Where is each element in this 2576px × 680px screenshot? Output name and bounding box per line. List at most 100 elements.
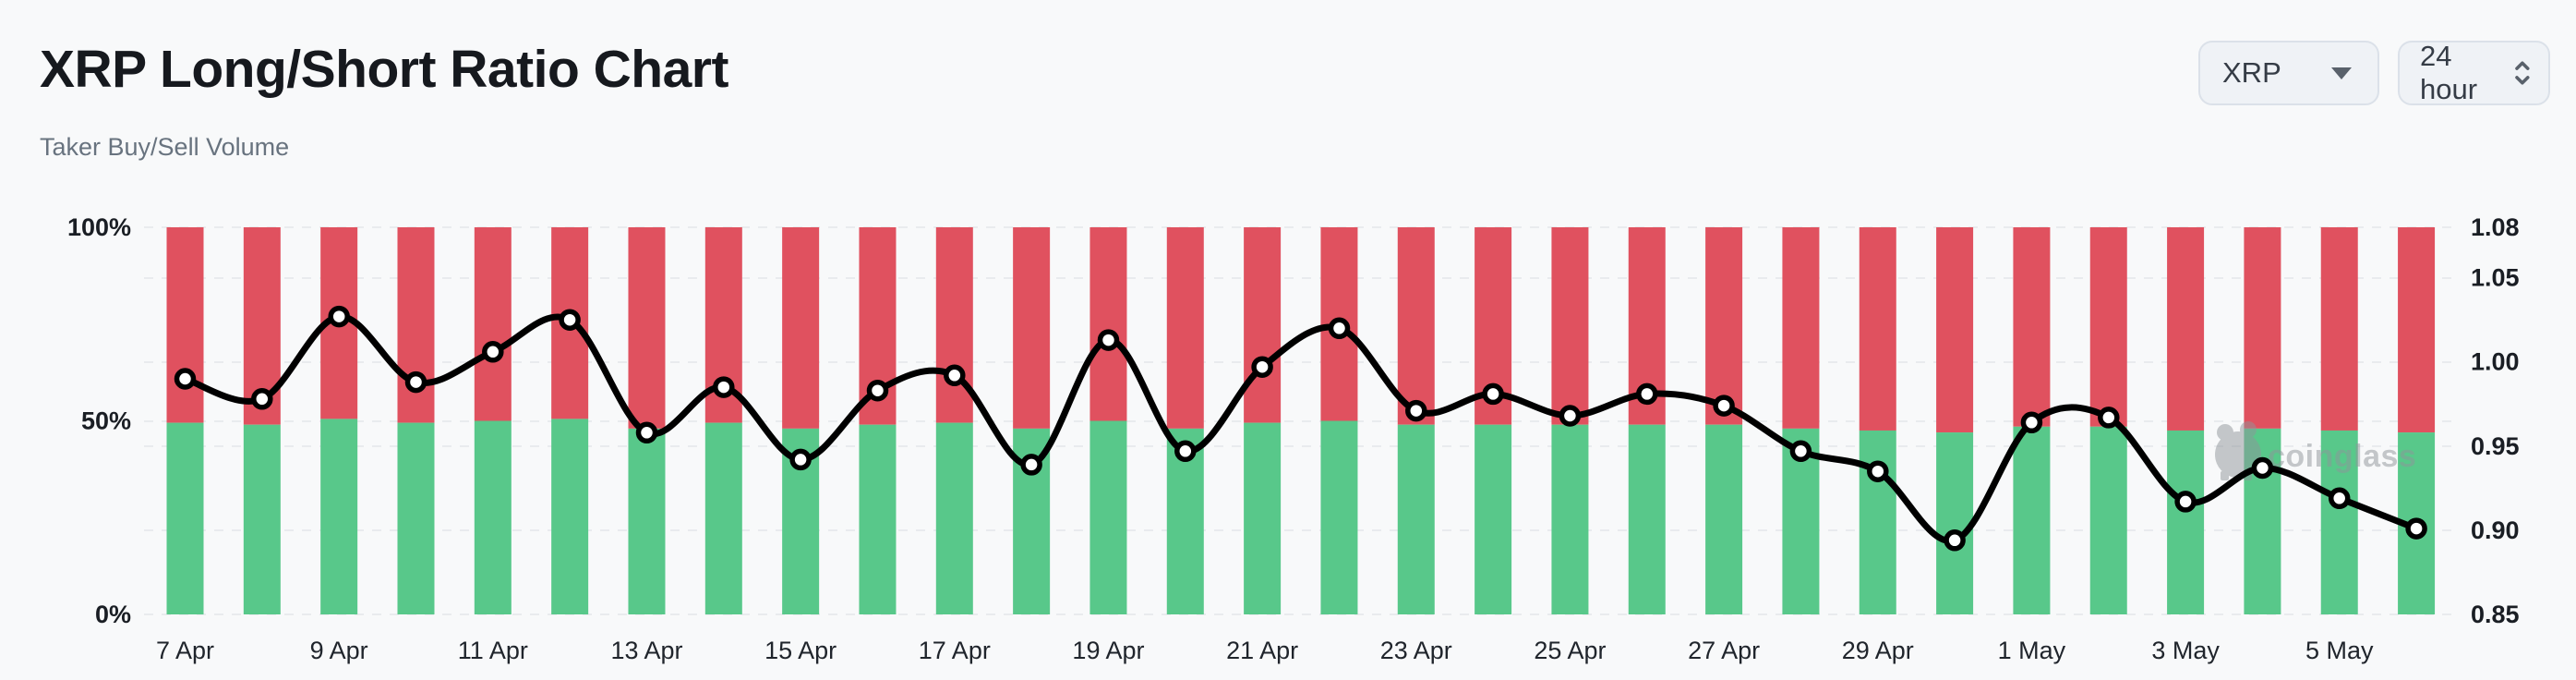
bar-segment-short[interactable]: [628, 227, 666, 429]
ratio-line[interactable]: [182, 313, 2420, 544]
bar-segment-long[interactable]: [1089, 420, 1127, 615]
bar-segment-short[interactable]: [2398, 227, 2436, 433]
bar-segment-long[interactable]: [166, 422, 204, 614]
bar-segment-short[interactable]: [1551, 227, 1589, 425]
line-marker[interactable]: [1944, 529, 1966, 552]
coinglass-watermark: coinglass: [2215, 421, 2416, 480]
ratio-line-markers: [174, 305, 2427, 552]
line-marker[interactable]: [174, 368, 197, 390]
line-marker[interactable]: [1405, 399, 1427, 422]
bar-segment-long[interactable]: [1859, 430, 1896, 614]
bar-segment-long[interactable]: [2089, 426, 2127, 614]
bar-segment-short[interactable]: [166, 227, 204, 423]
x-axis-tick-label: 19 Apr: [1072, 637, 1144, 664]
bar-segment-short[interactable]: [1089, 227, 1127, 421]
bar-segment-long[interactable]: [397, 422, 435, 614]
bar-segment-long[interactable]: [935, 422, 973, 614]
line-marker[interactable]: [1097, 329, 1120, 351]
bar-segment-short[interactable]: [1397, 227, 1435, 425]
line-marker[interactable]: [1713, 395, 1735, 417]
line-marker[interactable]: [404, 370, 427, 394]
line-marker[interactable]: [2098, 407, 2120, 429]
bar-segment-long[interactable]: [2320, 430, 2358, 614]
bar-segment-long[interactable]: [1551, 424, 1589, 614]
bar-segment-long[interactable]: [1936, 432, 1974, 614]
bar-segment-long[interactable]: [320, 419, 358, 614]
line-marker[interactable]: [1482, 382, 1504, 406]
bar-segment-long[interactable]: [1628, 424, 1666, 614]
bar-segment-long[interactable]: [1320, 420, 1358, 615]
line-marker[interactable]: [559, 309, 581, 331]
right-axis-tick-label: 1.00: [2471, 348, 2520, 376]
bar-segment-long[interactable]: [859, 424, 897, 614]
bar-segment-long[interactable]: [551, 419, 589, 614]
bar-segment-short[interactable]: [1936, 227, 1974, 433]
bar-segment-short[interactable]: [1166, 227, 1204, 429]
coinglass-pig-icon: [2215, 431, 2261, 478]
bar-segment-short[interactable]: [2089, 227, 2127, 427]
line-marker[interactable]: [482, 341, 504, 363]
left-axis-tick-label: 50%: [81, 407, 131, 435]
bar-segment-short[interactable]: [397, 227, 435, 423]
line-marker[interactable]: [2405, 517, 2427, 540]
x-axis-labels: 7 Apr 9 Apr 11 Apr 13 Apr 15 Apr 17 Apr 19 Apr…: [156, 637, 2374, 664]
bar-segment-long[interactable]: [1705, 424, 1743, 614]
bar-segment-short[interactable]: [935, 227, 973, 423]
bar-segment-short[interactable]: [2167, 227, 2205, 431]
right-axis-tick-label: 1.08: [2471, 213, 2520, 241]
bar-segment-long[interactable]: [1397, 424, 1435, 614]
bar-segment-long[interactable]: [1244, 422, 1282, 614]
bar-segment-short[interactable]: [1013, 227, 1051, 429]
chart-header: XRP Long/Short Ratio Chart Taker Buy/Sel…: [40, 41, 728, 162]
line-marker[interactable]: [1636, 382, 1658, 406]
line-marker[interactable]: [789, 448, 812, 471]
line-marker[interactable]: [1251, 356, 1273, 378]
symbol-select-value: XRP: [2222, 56, 2281, 89]
line-marker[interactable]: [635, 421, 658, 444]
line-marker[interactable]: [1789, 440, 1812, 463]
bar-segment-long[interactable]: [628, 428, 666, 614]
line-marker[interactable]: [944, 364, 966, 387]
right-axis-tick-label: 0.90: [2471, 516, 2520, 544]
bar-segment-short[interactable]: [2320, 227, 2358, 431]
bar-segment-short[interactable]: [2244, 227, 2281, 429]
symbol-select[interactable]: XRP: [2198, 41, 2379, 105]
line-marker[interactable]: [1559, 405, 1582, 427]
line-marker[interactable]: [2020, 411, 2043, 434]
interval-select[interactable]: 24 hour: [2398, 40, 2550, 105]
line-marker[interactable]: [2251, 456, 2274, 480]
bar-segment-long[interactable]: [243, 424, 281, 614]
line-marker[interactable]: [328, 305, 350, 328]
x-axis-tick-label: 3 May: [2151, 637, 2220, 664]
bar-segment-short[interactable]: [2013, 227, 2051, 427]
bar-segment-short[interactable]: [1782, 227, 1820, 429]
line-marker[interactable]: [1174, 440, 1197, 463]
bar-segment-short[interactable]: [1859, 227, 1896, 431]
bar-segment-long[interactable]: [2013, 426, 2051, 614]
line-marker[interactable]: [2328, 487, 2351, 510]
bar-segment-long[interactable]: [1475, 424, 1512, 614]
x-axis-tick-label: 23 Apr: [1380, 637, 1452, 664]
x-axis-tick-label: 15 Apr: [764, 637, 837, 664]
bar-segment-long[interactable]: [704, 422, 742, 614]
bar-segment-short[interactable]: [1705, 227, 1743, 425]
x-axis-tick-label: 21 Apr: [1226, 637, 1298, 664]
line-marker[interactable]: [713, 376, 735, 398]
bar-segment-short[interactable]: [1244, 227, 1282, 423]
x-axis-tick-label: 9 Apr: [310, 637, 368, 664]
right-axis-tick-label: 0.85: [2471, 601, 2520, 628]
x-axis-tick-label: 1 May: [1998, 637, 2066, 664]
line-marker[interactable]: [1867, 460, 1889, 482]
bar-segment-long[interactable]: [2167, 430, 2205, 614]
line-marker[interactable]: [866, 379, 889, 402]
bar-segment-short[interactable]: [474, 227, 512, 421]
line-marker[interactable]: [1328, 317, 1351, 340]
bar-segment-short[interactable]: [782, 227, 820, 429]
line-marker[interactable]: [1020, 454, 1042, 476]
left-axis-labels: 0% 50% 100%: [67, 213, 131, 628]
bar-segment-long[interactable]: [474, 420, 512, 615]
line-marker[interactable]: [251, 388, 273, 410]
line-marker[interactable]: [2174, 491, 2197, 513]
